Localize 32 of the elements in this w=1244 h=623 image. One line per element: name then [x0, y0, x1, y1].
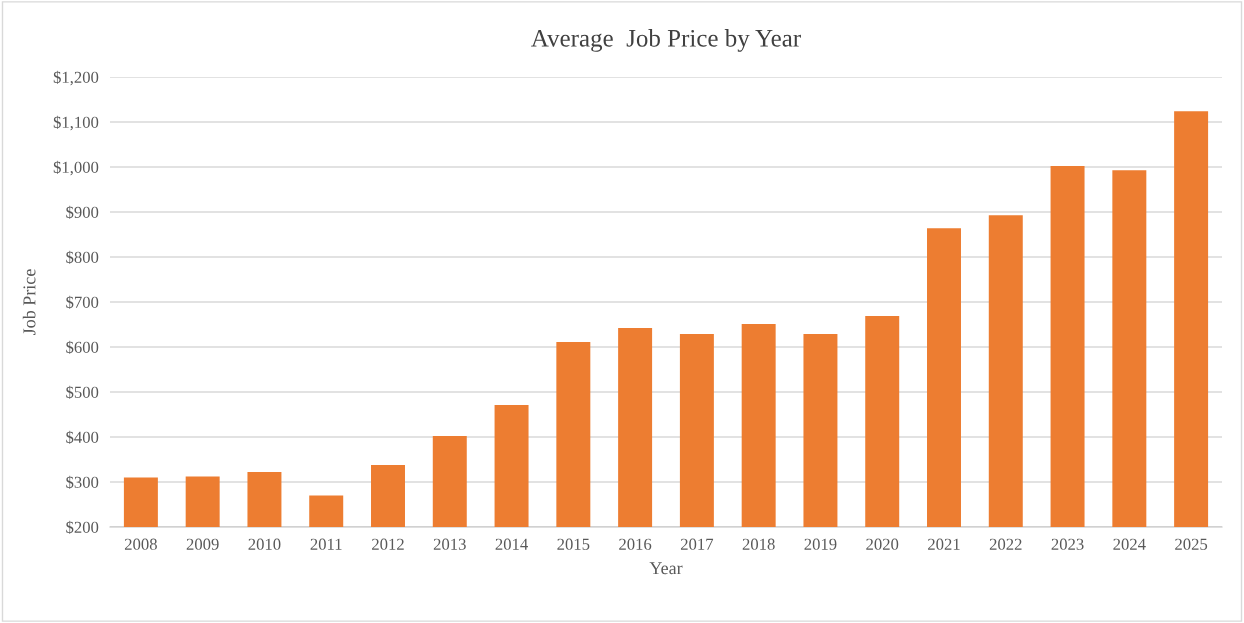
x-tick-label: 2018	[742, 538, 775, 550]
x-tick-label: 2022	[989, 538, 1022, 550]
x-tick-label: 2016	[619, 538, 652, 550]
x-tick-label: 2015	[557, 538, 590, 550]
x-tick-label: 2025	[1175, 538, 1208, 550]
x-tick-label: 2010	[248, 538, 281, 550]
y-tick-label: $1,200	[53, 70, 99, 86]
y-tick-label: $400	[66, 430, 99, 445]
y-tick-label: $600	[66, 340, 99, 355]
x-tick-label: 2020	[866, 538, 899, 550]
x-tick-label: 2023	[1051, 538, 1084, 550]
y-tick-label: $300	[66, 475, 99, 490]
x-axis-title: Year	[649, 562, 683, 575]
y-tick-label: $500	[66, 385, 99, 400]
x-tick-label: 2019	[804, 538, 837, 550]
y-tick-label: $1,000	[53, 160, 99, 176]
x-tick-label: 2008	[124, 538, 157, 550]
y-tick-label: $1,100	[53, 115, 99, 131]
x-tick-label: 2021	[928, 538, 960, 550]
y-axis-title: Job Price	[22, 269, 36, 335]
x-tick-label: 2009	[186, 538, 219, 550]
y-tick-label: $800	[66, 250, 99, 265]
x-tick-label: 2012	[372, 538, 404, 550]
y-tick-label: $200	[66, 520, 99, 535]
y-tick-label: $700	[66, 295, 99, 310]
x-tick-label: 2011	[310, 538, 342, 550]
y-tick-label: $900	[66, 205, 99, 220]
chart-title: Average Job Price by Year	[531, 29, 801, 52]
x-tick-label: 2024	[1113, 538, 1146, 550]
x-tick-label: 2013	[433, 538, 466, 550]
x-tick-label: 2017	[680, 538, 714, 550]
x-tick-label: 2014	[495, 538, 528, 550]
